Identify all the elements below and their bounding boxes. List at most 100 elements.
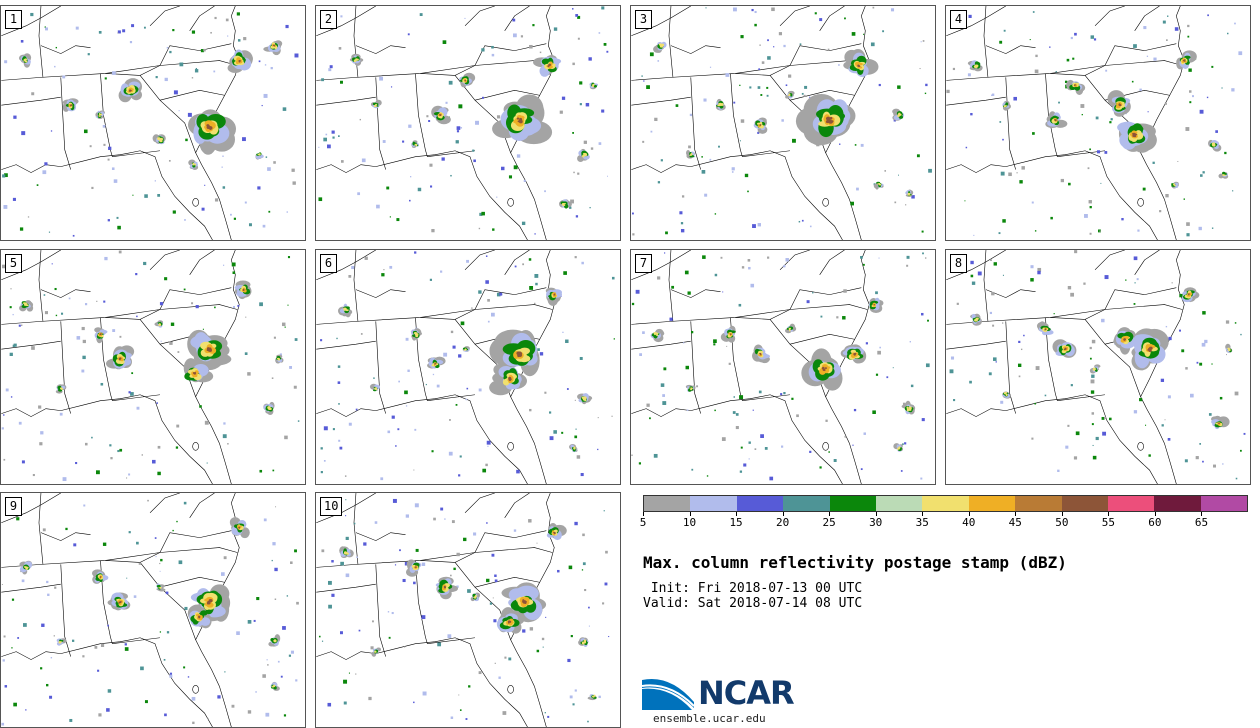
echo-cell — [339, 80, 343, 84]
map-boundary — [38, 6, 44, 78]
echo-cell — [801, 92, 804, 95]
echo-cell — [643, 80, 645, 82]
echo-cell — [361, 158, 366, 163]
echo-cell — [1018, 340, 1021, 344]
echo-cell — [340, 160, 344, 163]
echo-cell — [1185, 367, 1188, 370]
echo-cell — [388, 636, 391, 639]
echo-cell — [46, 580, 49, 584]
echo-cell — [1089, 148, 1091, 151]
echo-cell — [1034, 69, 1039, 74]
echo-cell — [42, 170, 47, 175]
echo-cell — [405, 405, 408, 407]
echo-cell — [327, 580, 332, 585]
reflectivity-blob — [516, 352, 520, 355]
echo-cell — [12, 313, 14, 316]
reflectivity-blob — [434, 364, 436, 367]
echo-cell — [409, 199, 411, 202]
echo-cell — [767, 56, 771, 60]
echo-cell — [199, 405, 202, 408]
echo-cell — [17, 637, 20, 639]
colorbar-tick — [736, 512, 738, 516]
echo-cell — [973, 234, 975, 236]
echo-cell — [662, 401, 667, 405]
echo-cell — [157, 445, 161, 449]
echo-cell — [124, 647, 129, 651]
echo-cell — [603, 510, 605, 512]
echo-cell — [450, 330, 454, 334]
echo-cell — [283, 714, 287, 717]
echo-cell — [399, 549, 401, 552]
colorbar-segment — [968, 496, 1016, 511]
map-boundary — [112, 637, 160, 645]
map-boundary — [139, 65, 161, 76]
echo-cell — [1002, 219, 1006, 223]
map-boundary — [1, 547, 238, 568]
echo-cell — [573, 171, 575, 174]
echo-cell — [988, 372, 992, 376]
map-boundary — [353, 493, 359, 565]
echo-cell — [838, 64, 840, 66]
echo-cell — [909, 341, 912, 343]
echo-cell — [748, 458, 750, 460]
echo-cell — [379, 76, 384, 81]
echo-cell — [117, 225, 121, 230]
member-label: 6 — [320, 254, 337, 273]
echo-cell — [288, 654, 292, 657]
colorbar-tick-label: 25 — [822, 516, 836, 529]
echo-cell — [59, 412, 63, 416]
echo-cell — [1103, 416, 1107, 420]
map-boundary — [670, 289, 721, 298]
reflectivity-blob — [207, 124, 210, 128]
echo-cell — [572, 132, 574, 134]
echo-cell — [747, 190, 749, 193]
map-boundary — [1094, 250, 1125, 271]
echo-cell — [456, 552, 460, 557]
echo-cell — [537, 348, 540, 351]
echo-cell — [267, 664, 269, 666]
echo-cell — [631, 212, 634, 215]
echo-cell — [733, 7, 737, 12]
map-boundary — [946, 150, 1158, 240]
reflectivity-blob — [728, 332, 731, 335]
echo-cell — [911, 195, 915, 199]
echo-cell — [1109, 417, 1112, 421]
echo-cell — [155, 76, 158, 79]
echo-cell — [140, 666, 144, 671]
echo-cell — [780, 393, 783, 396]
echo-cell — [259, 469, 263, 473]
echo-cell — [117, 30, 121, 34]
colorbar-tick — [1108, 512, 1110, 516]
echo-cell — [1101, 416, 1105, 420]
echo-cell — [894, 201, 897, 204]
member-label: 8 — [950, 254, 967, 273]
reflectivity-blob — [518, 119, 523, 124]
echo-cell — [486, 522, 488, 524]
reflectivity-blob — [25, 60, 28, 63]
echo-cell — [608, 635, 610, 638]
echo-cell — [222, 434, 227, 439]
echo-cell — [919, 67, 921, 70]
echo-cell — [159, 562, 161, 565]
echo-cell — [425, 383, 427, 386]
echo-cell — [458, 354, 462, 358]
echo-cell — [381, 273, 385, 277]
echo-cell — [436, 384, 440, 388]
echo-cell — [825, 419, 828, 422]
echo-cell — [455, 140, 459, 144]
echo-cell — [264, 64, 267, 66]
echo-cell — [541, 637, 545, 641]
echo-cell — [206, 462, 208, 464]
echo-cell — [761, 61, 765, 64]
echo-cell — [21, 579, 25, 583]
map-boundary — [139, 309, 161, 320]
map-svg — [1, 250, 300, 484]
echo-cell — [4, 60, 8, 64]
echo-cell — [631, 454, 633, 456]
map-boundary — [427, 637, 475, 645]
site-url[interactable]: ensemble.ucar.edu — [653, 712, 766, 725]
echo-cell — [65, 527, 68, 531]
echo-cell — [293, 385, 297, 389]
echo-cell — [383, 269, 385, 271]
echo-cell — [223, 264, 225, 266]
